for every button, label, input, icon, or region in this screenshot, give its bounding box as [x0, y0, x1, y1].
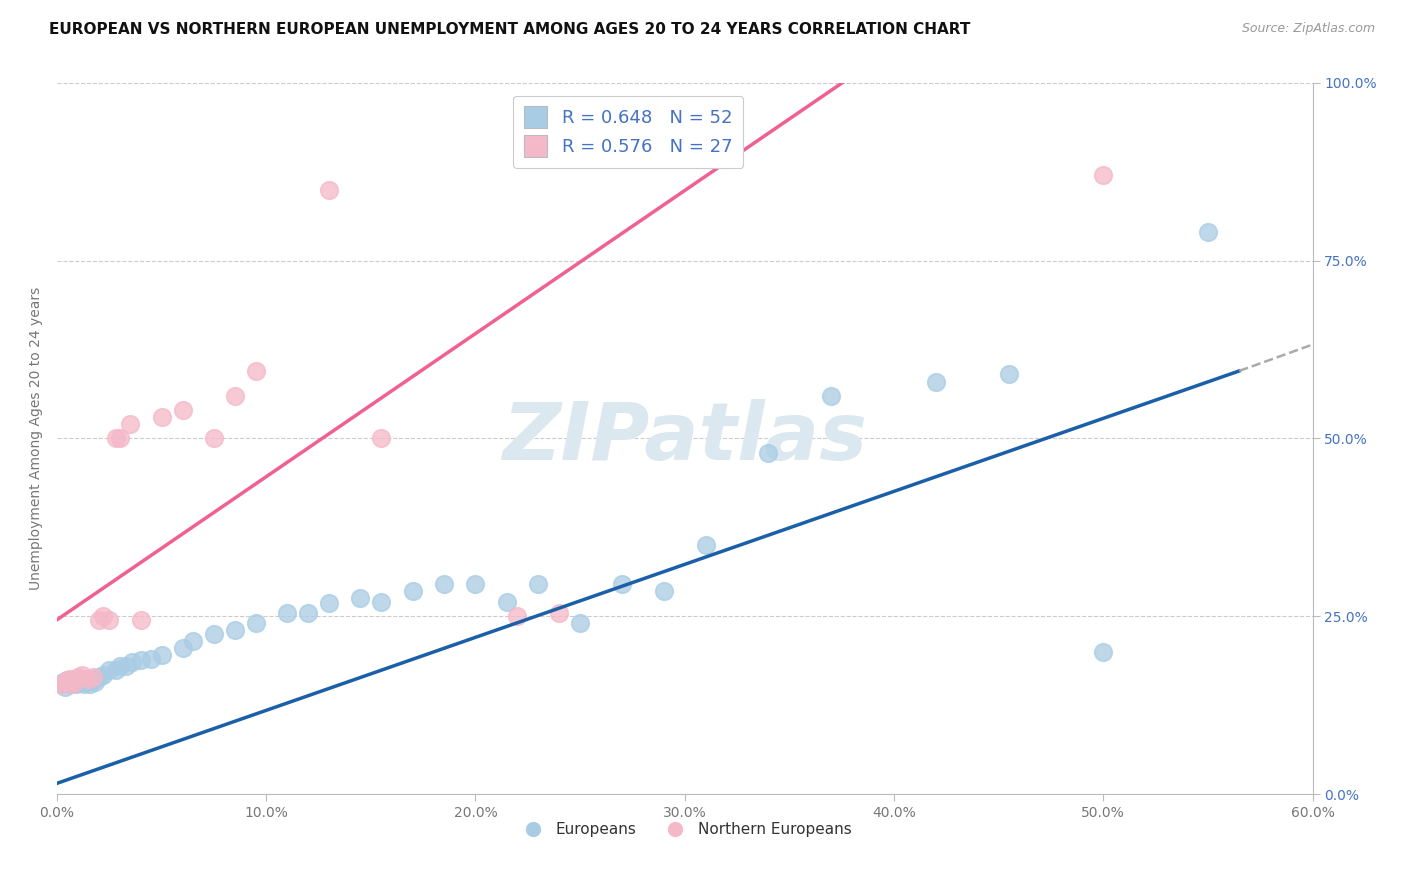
Point: [62, 673, 84, 688]
Point: [129, 613, 152, 627]
Point: [224, 624, 246, 638]
Point: [69, 674, 91, 689]
Point: [129, 653, 152, 667]
Point: [49, 677, 72, 691]
Point: [820, 389, 842, 403]
Point: [91, 609, 114, 624]
Point: [202, 432, 225, 446]
Point: [70, 667, 93, 681]
Point: [139, 652, 162, 666]
Point: [60, 674, 83, 689]
Point: [58, 672, 80, 686]
Point: [98, 663, 121, 677]
Point: [121, 656, 143, 670]
Point: [758, 446, 780, 460]
Point: [172, 641, 194, 656]
Point: [56, 673, 79, 688]
Text: Source: ZipAtlas.com: Source: ZipAtlas.com: [1241, 22, 1375, 36]
Point: [433, 577, 456, 591]
Point: [318, 183, 340, 197]
Point: [548, 606, 571, 620]
Point: [1092, 645, 1115, 659]
Point: [91, 667, 114, 681]
Point: [610, 577, 633, 591]
Point: [925, 375, 948, 389]
Point: [49, 677, 72, 691]
Point: [652, 584, 675, 599]
Point: [370, 432, 392, 446]
Point: [464, 577, 486, 591]
Point: [181, 634, 204, 648]
Point: [104, 432, 127, 446]
Point: [104, 663, 127, 677]
Legend: Europeans, Northern Europeans: Europeans, Northern Europeans: [512, 816, 858, 843]
Point: [695, 538, 717, 552]
Point: [527, 577, 550, 591]
Text: EUROPEAN VS NORTHERN EUROPEAN UNEMPLOYMENT AMONG AGES 20 TO 24 YEARS CORRELATION: EUROPEAN VS NORTHERN EUROPEAN UNEMPLOYME…: [49, 22, 970, 37]
Point: [349, 591, 371, 606]
Point: [495, 595, 517, 609]
Point: [998, 368, 1021, 382]
Point: [77, 672, 100, 686]
Point: [56, 673, 79, 688]
Point: [53, 681, 76, 695]
Point: [569, 616, 592, 631]
Y-axis label: Unemployment Among Ages 20 to 24 years: Unemployment Among Ages 20 to 24 years: [30, 287, 44, 591]
Text: ZIPatlas: ZIPatlas: [502, 400, 868, 477]
Point: [75, 674, 97, 689]
Point: [82, 673, 104, 688]
Point: [202, 627, 225, 641]
Point: [120, 417, 142, 432]
Point: [62, 674, 84, 689]
Point: [66, 672, 89, 686]
Point: [276, 606, 298, 620]
Point: [87, 670, 110, 684]
Point: [58, 677, 80, 691]
Point: [245, 616, 267, 631]
Point: [370, 595, 392, 609]
Point: [108, 432, 131, 446]
Point: [79, 677, 101, 691]
Point: [82, 670, 104, 684]
Point: [108, 659, 131, 673]
Point: [172, 403, 194, 417]
Point: [297, 606, 319, 620]
Point: [60, 677, 83, 691]
Point: [83, 674, 105, 689]
Point: [53, 674, 76, 689]
Point: [115, 659, 138, 673]
Point: [1197, 225, 1219, 239]
Point: [52, 674, 75, 689]
Point: [66, 670, 89, 684]
Point: [402, 584, 425, 599]
Point: [65, 677, 87, 691]
Point: [245, 364, 267, 378]
Point: [150, 648, 173, 663]
Point: [98, 613, 121, 627]
Point: [224, 389, 246, 403]
Point: [150, 410, 173, 425]
Point: [70, 673, 93, 688]
Point: [73, 677, 96, 691]
Point: [1092, 169, 1115, 183]
Point: [318, 597, 340, 611]
Point: [506, 609, 529, 624]
Point: [87, 613, 110, 627]
Point: [77, 672, 100, 686]
